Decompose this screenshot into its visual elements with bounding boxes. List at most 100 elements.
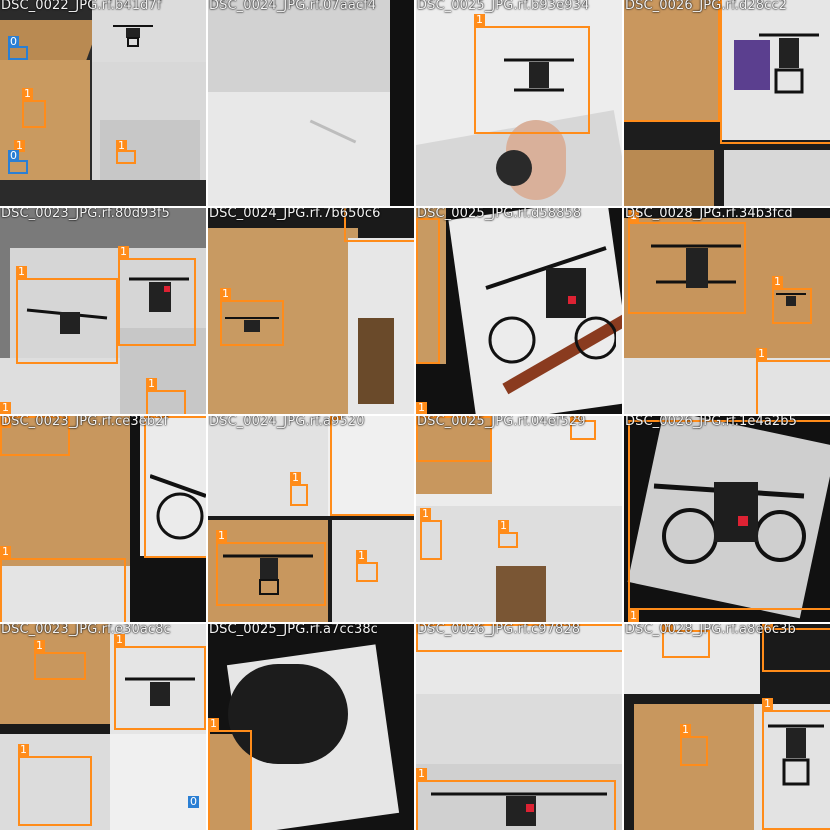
detection-box [220, 300, 284, 346]
drone-graphic [113, 25, 153, 47]
tile-5: 1 DSC_0024_JPG.rf.7b650c6 [208, 208, 414, 414]
tile-3: DSC_0026_JPG.rf.d28cc2 [624, 0, 830, 206]
tile-caption: DSC_0025_JPG.rf.b93e934 [417, 0, 590, 13]
detection-label: 1 [118, 245, 129, 258]
tile-caption: DSC_0028_JPG.rf.a8e6c3b [625, 624, 796, 637]
detection-box [662, 630, 710, 658]
detection-label: 1 [420, 507, 431, 520]
detection-label: 1 [216, 529, 227, 542]
tile-caption: DSC_0024_JPG.rf.7b650c6 [209, 208, 381, 221]
detection-label: 1 [416, 767, 427, 780]
tile-caption: DSC_0022_JPG.rf.b41d7f [1, 0, 162, 13]
detection-label: 1 [628, 209, 639, 222]
drone-graphic [225, 317, 279, 332]
tile-0: 1 1 1 0 0 DSC_0022_JPG.rf.b41d7f [0, 0, 206, 206]
detection-box [762, 628, 830, 672]
detection-box [570, 420, 596, 440]
tile-13: 1 DSC_0025_JPG.rf.a7cc38c [208, 624, 414, 830]
detection-label: 0 [8, 35, 19, 48]
detection-box [8, 160, 28, 174]
tile-caption: DSC_0023_JPG.rf.80d93f5 [1, 208, 170, 221]
detection-box [756, 360, 830, 414]
detection-box [114, 646, 206, 730]
detection-box [22, 100, 46, 128]
drone-graphic [485, 246, 616, 364]
tile-7: 1 1 1 DSC_0028_JPG.rf.34b3fcd [624, 208, 830, 414]
tile-2: 1 DSC_0025_JPG.rf.b93e934 [416, 0, 622, 206]
detection-box [416, 218, 440, 364]
detection-box [330, 416, 414, 516]
detection-label: 1 [772, 275, 783, 288]
detection-box [344, 208, 414, 242]
detection-label: 1 [330, 416, 341, 420]
drone-graphic [223, 554, 313, 595]
detection-label: 1 [0, 545, 11, 558]
detection-label: 1 [570, 416, 581, 422]
tile-caption: DSC_0025_JPG.rf.04ef529 [417, 416, 586, 429]
tile-15: 1 1 1 1 DSC_0028_JPG.rf.a8e6c3b [624, 624, 830, 830]
drone-graphic [125, 677, 195, 706]
drone-graphic [776, 293, 806, 306]
tile-caption: DSC_0026_JPG.rf.c97828 [417, 624, 581, 637]
tile-9: 1 1 1 1 DSC_0024_JPG.rf.a9520 [208, 416, 414, 622]
detection-label: 1 [34, 639, 45, 652]
detection-box [416, 624, 622, 652]
detection-box [498, 532, 518, 548]
detection-label: 0 [8, 149, 19, 162]
detection-label: 1 [762, 624, 773, 628]
detection-box [628, 222, 746, 314]
drone-graphic [653, 482, 806, 564]
detection-box [720, 0, 830, 144]
tile-12: 1 1 1 0 DSC_0023_JPG.rf.e30ac8c [0, 624, 206, 830]
detection-box [34, 652, 86, 680]
detection-label: 1 [680, 723, 691, 736]
detection-label: 1 [628, 609, 639, 622]
detection-box [474, 26, 590, 134]
detection-label: 1 [0, 416, 11, 428]
detection-box [8, 46, 28, 60]
detection-box [146, 390, 186, 414]
detection-label: 1 [290, 471, 301, 484]
detection-label: 1 [16, 265, 27, 278]
tile-caption: DSC_0026_JPG.rf.d28cc2 [625, 0, 787, 13]
tile-caption: DSC_0023_JPG.rf.ce3eb2f [1, 416, 169, 429]
detection-label: 1 [22, 87, 33, 100]
tile-4: 1 1 1 1 DSC_0023_JPG.rf.80d93f5 [0, 208, 206, 414]
detection-box [420, 520, 442, 560]
detection-label: 1 [416, 401, 427, 414]
detection-label: 1 [208, 717, 219, 730]
drone-graphic [651, 244, 741, 288]
detection-box [416, 780, 616, 830]
detection-box [772, 288, 812, 324]
detection-label: 1 [220, 287, 231, 300]
tile-caption: DSC_0025_JPG.rf.d58858 [417, 208, 582, 221]
detection-box [762, 710, 830, 830]
detection-label: 1 [498, 519, 509, 532]
drone-graphic [504, 58, 574, 92]
drone-graphic [26, 308, 108, 334]
tile-caption: DSC_0028_JPG.rf.34b3fcd [625, 208, 793, 221]
tile-14: 1 DSC_0026_JPG.rf.c97828 [416, 624, 622, 830]
detection-box [416, 416, 492, 462]
drone-graphic [150, 474, 206, 540]
tile-11: 1 DSC_0026_JPG.rf.1e4a2b5 [624, 416, 830, 622]
detection-box [18, 756, 92, 826]
detection-label: 1 [116, 139, 127, 152]
detection-label: 1 [756, 347, 767, 360]
detection-box [118, 258, 196, 346]
detection-box [290, 484, 308, 506]
detection-box [216, 542, 326, 606]
detection-box [624, 0, 720, 122]
detection-label: 1 [18, 743, 29, 756]
tile-caption: DSC_0024_JPG.rf.a9520 [209, 416, 365, 429]
detection-box [0, 558, 126, 622]
tile-10: 1 1 1 1 DSC_0025_JPG.rf.04ef529 [416, 416, 622, 622]
detection-label: 1 [762, 697, 773, 710]
detection-label: 1 [146, 377, 157, 390]
detection-label: 1 [356, 549, 367, 562]
drone-graphic [129, 277, 189, 312]
detection-label: 1 [0, 401, 11, 414]
tile-8: 1 1 DSC_0023_JPG.rf.ce3eb2f [0, 416, 206, 622]
detection-label: 1 [114, 633, 125, 646]
detection-box [16, 278, 118, 364]
